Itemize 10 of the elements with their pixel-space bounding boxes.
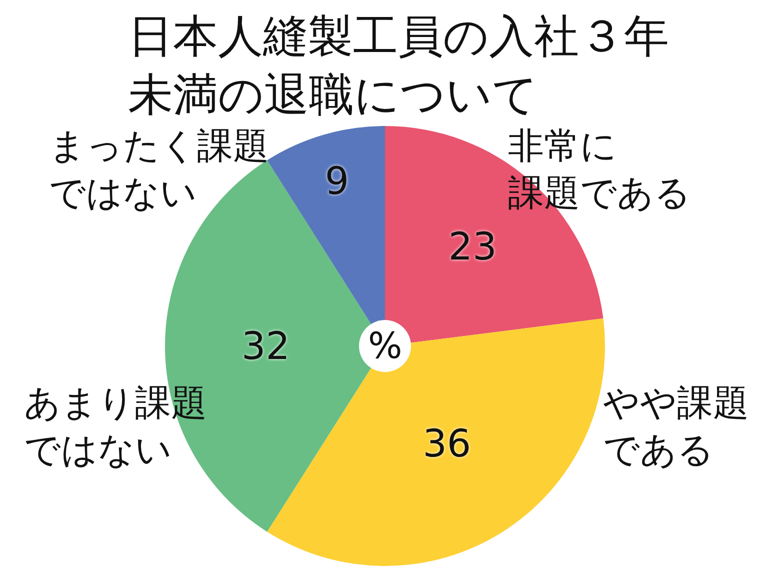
chart-title: 日本人縫製工員の入社３年未満の退職について [128,9,669,121]
data-label: 23 [448,224,497,269]
data-label: 9 [324,158,350,203]
slice-label: やや課題である [603,383,749,471]
slice-label: 非常に課題である [508,126,691,214]
data-label: 32 [242,324,290,368]
data-label: 36 [422,422,472,466]
text: % [368,326,402,367]
slice-label: まったく課題ではない [49,126,269,214]
slice-label: あまり課題ではない [24,383,207,471]
